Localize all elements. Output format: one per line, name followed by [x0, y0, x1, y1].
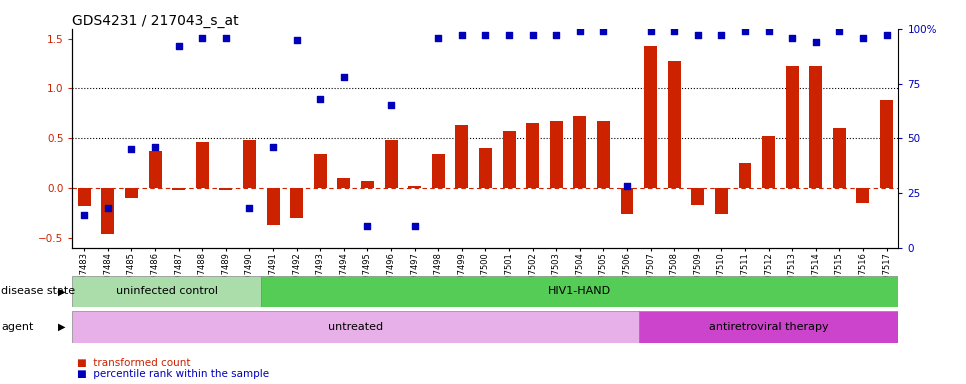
- Text: untreated: untreated: [328, 322, 384, 332]
- Text: ■  percentile rank within the sample: ■ percentile rank within the sample: [77, 369, 270, 379]
- Text: ▶: ▶: [58, 322, 66, 332]
- Point: [313, 96, 328, 102]
- Bar: [639, 311, 898, 343]
- Point: [761, 28, 777, 34]
- Point: [124, 146, 139, 152]
- Bar: [644, 46, 657, 188]
- Point: [171, 43, 186, 50]
- Point: [384, 102, 399, 108]
- Point: [879, 32, 895, 38]
- Bar: [196, 142, 209, 188]
- Point: [549, 32, 564, 38]
- Point: [242, 205, 257, 211]
- Point: [667, 28, 682, 34]
- Point: [737, 28, 753, 34]
- Text: agent: agent: [1, 322, 34, 332]
- Bar: [738, 163, 752, 188]
- Bar: [361, 181, 374, 188]
- Point: [714, 32, 729, 38]
- Point: [572, 28, 587, 34]
- Point: [525, 32, 540, 38]
- Bar: [479, 148, 492, 188]
- Point: [619, 183, 635, 189]
- Bar: [762, 136, 775, 188]
- Point: [809, 39, 824, 45]
- Bar: [597, 121, 610, 188]
- Point: [784, 35, 800, 41]
- Point: [100, 205, 116, 211]
- Bar: [77, 188, 91, 206]
- Point: [289, 37, 304, 43]
- Text: GDS4231 / 217043_s_at: GDS4231 / 217043_s_at: [72, 14, 239, 28]
- Bar: [172, 188, 185, 190]
- Bar: [432, 154, 444, 188]
- Bar: [715, 188, 728, 214]
- Text: ▶: ▶: [58, 286, 66, 296]
- Point: [832, 28, 847, 34]
- Point: [407, 223, 422, 229]
- Bar: [242, 140, 256, 188]
- Bar: [573, 116, 586, 188]
- Text: uninfected control: uninfected control: [116, 286, 218, 296]
- Text: disease state: disease state: [1, 286, 75, 296]
- Bar: [502, 131, 516, 188]
- Point: [643, 28, 659, 34]
- Bar: [290, 188, 303, 218]
- Bar: [455, 125, 469, 188]
- Bar: [384, 140, 398, 188]
- Point: [76, 212, 92, 218]
- Bar: [550, 121, 563, 188]
- Point: [194, 35, 210, 41]
- Bar: [125, 188, 138, 198]
- Point: [690, 32, 705, 38]
- Bar: [692, 188, 704, 205]
- Bar: [149, 151, 161, 188]
- Bar: [101, 188, 114, 234]
- Bar: [408, 186, 421, 188]
- Bar: [337, 178, 351, 188]
- Point: [148, 144, 163, 150]
- Point: [501, 32, 517, 38]
- Bar: [72, 311, 639, 343]
- Bar: [668, 61, 681, 188]
- Bar: [219, 188, 233, 190]
- Point: [266, 144, 281, 150]
- Point: [478, 32, 494, 38]
- Text: ■  transformed count: ■ transformed count: [77, 358, 190, 368]
- Bar: [267, 188, 279, 225]
- Bar: [620, 188, 634, 214]
- Point: [596, 28, 611, 34]
- Bar: [833, 128, 846, 188]
- Point: [431, 35, 446, 41]
- Point: [218, 35, 234, 41]
- Text: HIV1-HAND: HIV1-HAND: [549, 286, 611, 296]
- Bar: [261, 276, 898, 307]
- Bar: [880, 101, 894, 188]
- Point: [359, 223, 375, 229]
- Bar: [314, 154, 327, 188]
- Bar: [785, 66, 799, 188]
- Bar: [526, 123, 539, 188]
- Point: [336, 74, 352, 80]
- Bar: [857, 188, 869, 203]
- Point: [454, 32, 469, 38]
- Point: [855, 35, 870, 41]
- Bar: [810, 66, 822, 188]
- Text: antiretroviral therapy: antiretroviral therapy: [709, 322, 829, 332]
- Bar: [72, 276, 261, 307]
